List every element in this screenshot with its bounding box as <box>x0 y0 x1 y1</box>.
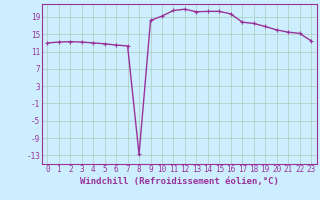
X-axis label: Windchill (Refroidissement éolien,°C): Windchill (Refroidissement éolien,°C) <box>80 177 279 186</box>
